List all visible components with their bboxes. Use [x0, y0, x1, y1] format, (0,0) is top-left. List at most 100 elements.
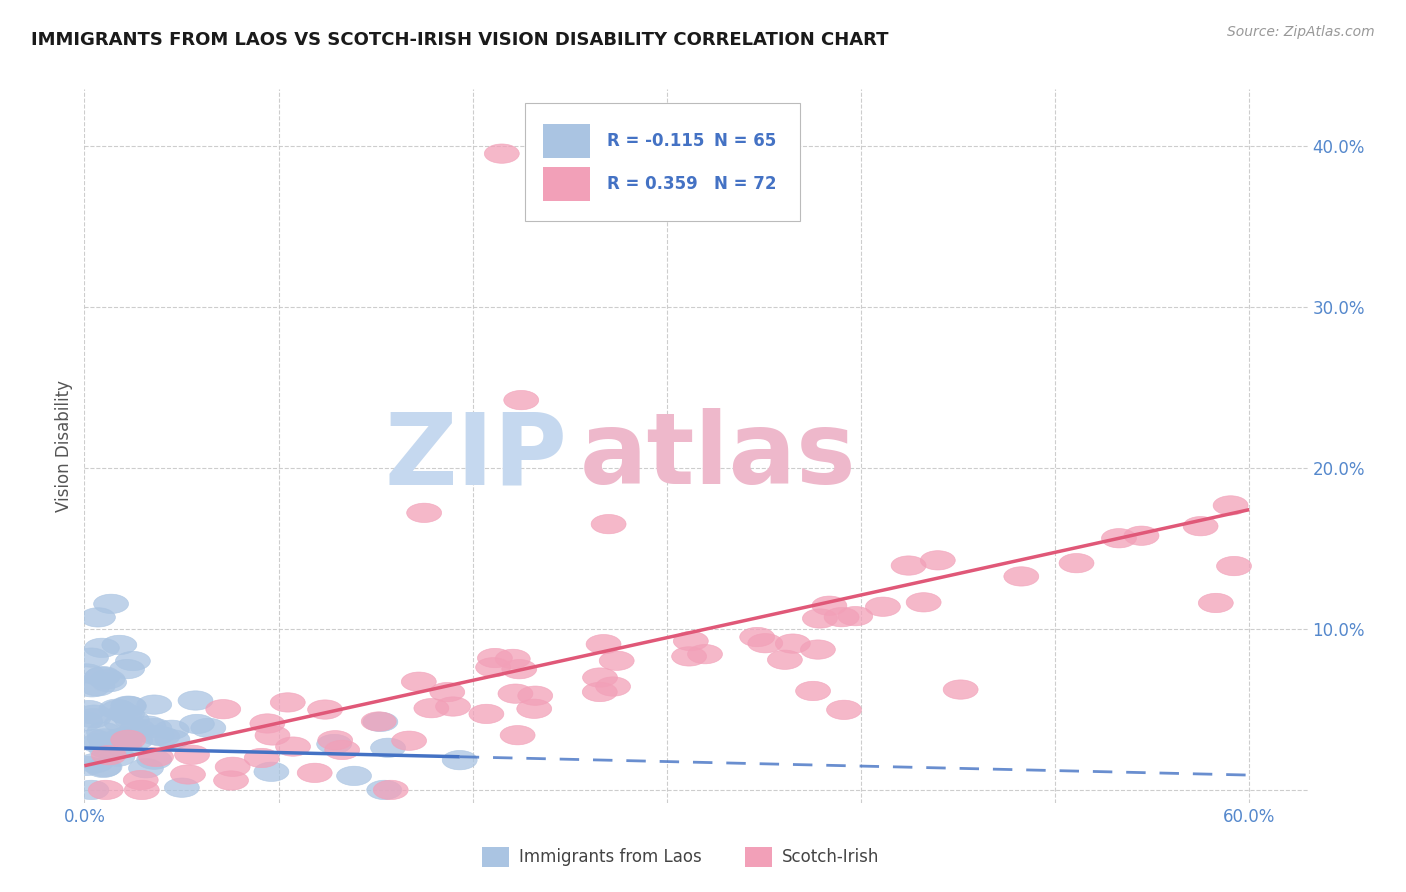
Ellipse shape: [136, 695, 172, 714]
Ellipse shape: [484, 144, 519, 163]
Ellipse shape: [401, 672, 436, 691]
Ellipse shape: [318, 731, 353, 750]
Ellipse shape: [748, 633, 783, 653]
Ellipse shape: [180, 714, 214, 733]
Ellipse shape: [90, 732, 124, 752]
Ellipse shape: [502, 659, 537, 679]
Ellipse shape: [1101, 529, 1136, 548]
Ellipse shape: [84, 638, 120, 657]
Ellipse shape: [800, 640, 835, 659]
Ellipse shape: [103, 729, 138, 748]
Ellipse shape: [866, 597, 900, 616]
Ellipse shape: [104, 714, 139, 733]
Ellipse shape: [111, 731, 146, 749]
Ellipse shape: [308, 700, 343, 719]
Ellipse shape: [89, 739, 124, 758]
Ellipse shape: [413, 698, 449, 718]
Ellipse shape: [803, 609, 838, 628]
Ellipse shape: [1123, 526, 1159, 545]
Ellipse shape: [907, 592, 941, 612]
Ellipse shape: [1059, 554, 1094, 573]
Ellipse shape: [392, 731, 426, 750]
Ellipse shape: [599, 651, 634, 671]
Ellipse shape: [98, 699, 134, 718]
Ellipse shape: [107, 731, 142, 751]
Ellipse shape: [115, 651, 150, 671]
Text: N = 72: N = 72: [714, 175, 778, 193]
Ellipse shape: [270, 693, 305, 712]
Ellipse shape: [517, 699, 551, 718]
Ellipse shape: [367, 780, 402, 799]
Ellipse shape: [373, 780, 408, 799]
Ellipse shape: [94, 594, 128, 614]
Ellipse shape: [108, 727, 143, 747]
Ellipse shape: [131, 716, 166, 735]
Ellipse shape: [155, 730, 190, 749]
Ellipse shape: [436, 697, 471, 716]
Ellipse shape: [84, 667, 120, 687]
Ellipse shape: [1213, 496, 1249, 515]
Text: ZIP: ZIP: [385, 409, 568, 505]
Ellipse shape: [136, 750, 172, 770]
Ellipse shape: [361, 712, 396, 731]
Ellipse shape: [1198, 593, 1233, 613]
Ellipse shape: [73, 648, 108, 667]
Ellipse shape: [740, 627, 775, 647]
Ellipse shape: [179, 690, 212, 710]
Ellipse shape: [921, 550, 955, 570]
Ellipse shape: [82, 733, 115, 753]
Ellipse shape: [139, 726, 174, 745]
Text: IMMIGRANTS FROM LAOS VS SCOTCH-IRISH VISION DISABILITY CORRELATION CHART: IMMIGRANTS FROM LAOS VS SCOTCH-IRISH VIS…: [31, 31, 889, 49]
Ellipse shape: [101, 635, 136, 655]
Text: N = 65: N = 65: [714, 132, 776, 150]
Ellipse shape: [475, 657, 510, 677]
Ellipse shape: [501, 725, 536, 745]
Text: Source: ZipAtlas.com: Source: ZipAtlas.com: [1227, 25, 1375, 39]
Ellipse shape: [250, 714, 285, 733]
Ellipse shape: [124, 780, 159, 799]
Ellipse shape: [75, 780, 108, 799]
Text: R = 0.359: R = 0.359: [606, 175, 697, 193]
Ellipse shape: [155, 720, 190, 739]
Ellipse shape: [796, 681, 831, 700]
Text: atlas: atlas: [579, 409, 856, 505]
Y-axis label: Vision Disability: Vision Disability: [55, 380, 73, 512]
Ellipse shape: [688, 645, 723, 664]
Ellipse shape: [891, 556, 927, 575]
Ellipse shape: [1004, 566, 1039, 586]
Ellipse shape: [107, 704, 142, 723]
Ellipse shape: [145, 727, 180, 747]
Ellipse shape: [325, 740, 360, 760]
Ellipse shape: [75, 678, 110, 697]
Ellipse shape: [943, 680, 979, 699]
Ellipse shape: [406, 503, 441, 523]
Ellipse shape: [87, 757, 122, 777]
Ellipse shape: [69, 756, 104, 776]
Ellipse shape: [111, 696, 146, 715]
Ellipse shape: [170, 764, 205, 784]
Ellipse shape: [80, 607, 115, 627]
Ellipse shape: [107, 739, 142, 757]
Ellipse shape: [174, 745, 209, 764]
FancyBboxPatch shape: [543, 124, 589, 159]
Ellipse shape: [124, 771, 159, 789]
Ellipse shape: [77, 705, 111, 724]
Ellipse shape: [316, 734, 352, 754]
Ellipse shape: [139, 747, 173, 766]
Ellipse shape: [254, 726, 290, 745]
Ellipse shape: [100, 747, 135, 766]
Ellipse shape: [191, 718, 226, 738]
Ellipse shape: [503, 391, 538, 409]
Ellipse shape: [672, 647, 707, 666]
Ellipse shape: [77, 754, 112, 772]
Ellipse shape: [108, 730, 143, 749]
Ellipse shape: [91, 673, 127, 692]
Ellipse shape: [76, 730, 111, 749]
Ellipse shape: [110, 705, 145, 724]
Ellipse shape: [495, 649, 530, 669]
Ellipse shape: [336, 766, 371, 786]
Ellipse shape: [470, 705, 503, 723]
Ellipse shape: [80, 677, 115, 696]
Ellipse shape: [582, 682, 617, 702]
Ellipse shape: [430, 682, 465, 702]
